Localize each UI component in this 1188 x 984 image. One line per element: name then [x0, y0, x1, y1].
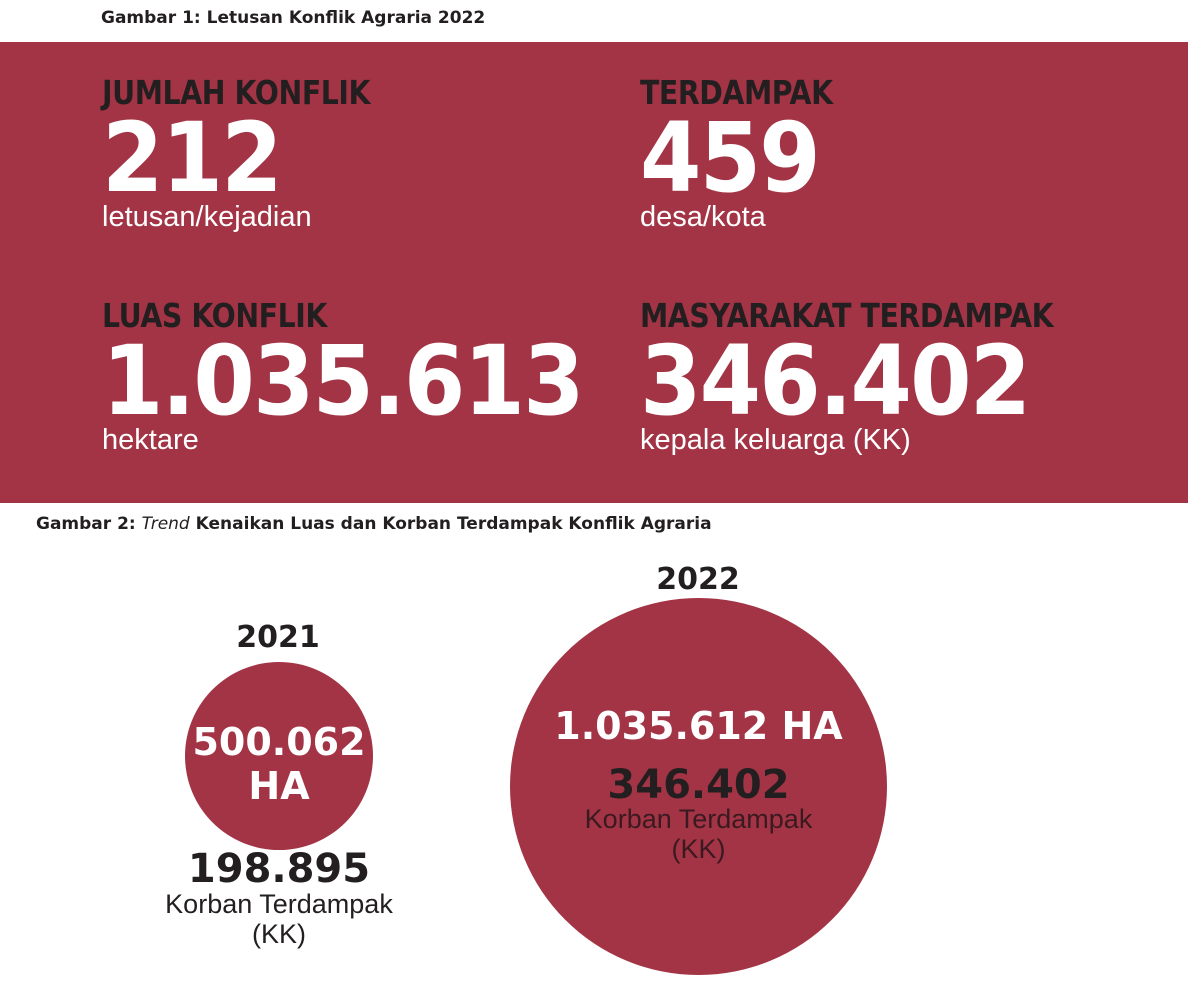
stat-label: LUAS KONFLIK	[102, 296, 327, 335]
stat-terdampak: TERDAMPAK 459 desa/kota	[640, 74, 864, 234]
figure2-caption-prefix: Gambar 2:	[36, 514, 142, 534]
victims-2022-label-line1: Korban Terdampak	[584, 804, 813, 834]
stats-panel: JUMLAH KONFLIK 212 letusan/kejadian TERD…	[0, 42, 1188, 503]
victims-2021-label-line1: Korban Terdampak	[165, 889, 393, 919]
stat-luas-konflik: LUAS KONFLIK 1.035.613 hektare	[102, 297, 625, 457]
stat-label: TERDAMPAK	[640, 73, 833, 112]
victims-2021-label: Korban Terdampak (KK)	[129, 889, 429, 949]
stat-value: 212	[102, 102, 283, 214]
stat-unit: kepala keluarga (KK)	[640, 424, 911, 456]
stat-unit: desa/kota	[640, 201, 766, 233]
bubble-2021	[185, 662, 373, 850]
year-2022-label: 2022	[656, 562, 740, 597]
figure2-caption-rest: Kenaikan Luas dan Korban Terdampak Konfl…	[189, 514, 712, 534]
stat-jumlah-konflik: JUMLAH KONFLIK 212 letusan/kejadian	[102, 74, 414, 234]
stat-label: JUMLAH KONFLIK	[102, 73, 371, 112]
bubble-2021-area-unit: HA	[248, 764, 310, 808]
victims-2022-value: 346.402	[607, 762, 790, 808]
figure2-caption-italic: Trend	[141, 514, 190, 534]
figure2-caption: Gambar 2: Trend Kenaikan Luas dan Korban…	[36, 514, 712, 534]
stat-value: 1.035.613	[102, 325, 585, 437]
bubble-2021-area-value: 500.062	[192, 720, 366, 764]
stat-value: 459	[640, 102, 821, 214]
year-2021-label: 2021	[236, 620, 320, 655]
stat-value: 346.402	[640, 325, 1031, 437]
figure1-caption: Gambar 1: Letusan Konflik Agraria 2022	[101, 8, 486, 28]
bubble-2022	[510, 598, 887, 975]
stat-label: MASYARAKAT TERDAMPAK	[640, 296, 1054, 335]
bubble-2021-area: 500.062 HA	[185, 720, 373, 808]
bubble-2022-area: 1.035.612 HA	[554, 704, 843, 748]
bubble-chart: 2021 500.062 HA 198.895 Korban Terdampak…	[0, 540, 1188, 984]
stat-unit: letusan/kejadian	[102, 201, 312, 233]
victims-2022-label-line2: (KK)	[671, 834, 726, 864]
victims-2021-label-line2: (KK)	[252, 919, 306, 949]
victims-2021-value: 198.895	[187, 846, 371, 892]
victims-2022-label: Korban Terdampak (KK)	[510, 804, 887, 864]
stat-masyarakat-terdampak: MASYARAKAT TERDAMPAK 346.402 kepala kelu…	[640, 297, 1120, 457]
stat-unit: hektare	[102, 424, 199, 456]
